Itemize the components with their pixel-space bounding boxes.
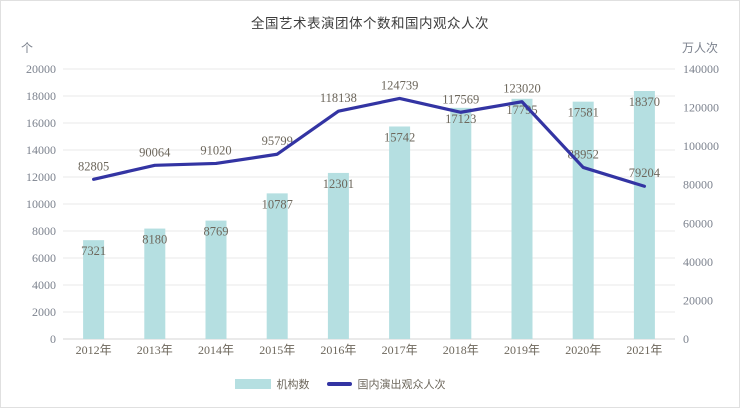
bar-2018年: [450, 107, 472, 339]
x-axis-tick-label: 2021年: [626, 343, 662, 357]
x-axis-tick-label: 2012年: [76, 343, 112, 357]
x-axis-tick-label: 2016年: [320, 343, 356, 357]
x-axis-tick-label: 2018年: [443, 343, 479, 357]
right-axis-tick-label: 140000: [683, 62, 719, 76]
bar-series-swatch-icon: [234, 379, 271, 389]
left-axis-tick-label: 10000: [26, 197, 56, 211]
x-axis-tick-label: 2017年: [382, 343, 418, 357]
bar-2014年: [205, 220, 227, 339]
line-value-label: 117569: [442, 92, 479, 106]
bar-value-label: 18370: [629, 95, 660, 109]
bar-value-label: 8769: [204, 225, 229, 239]
legend-item-bar-series: 机构数: [234, 376, 310, 392]
left-axis-tick-label: 2000: [32, 305, 56, 319]
bar-value-label: 7321: [81, 244, 106, 258]
x-axis-tick-label: 2013年: [137, 343, 173, 357]
bar-2020年: [572, 101, 594, 340]
right-axis-tick-label: 100000: [683, 139, 719, 153]
line-value-label: 91020: [200, 143, 231, 157]
line-value-label: 95799: [262, 134, 293, 148]
legend-item-line-series: 国内演出观众人次: [326, 376, 446, 392]
legend-label-line-series: 国内演出观众人次: [357, 379, 446, 391]
bar-value-label: 15742: [384, 130, 415, 144]
x-axis-tick-label: 2020年: [565, 343, 601, 357]
line-series-swatch-icon: [326, 382, 352, 386]
bar-2012年: [83, 240, 105, 339]
x-axis-tick-label: 2014年: [198, 343, 234, 357]
bar-2021年: [633, 91, 655, 339]
left-axis-tick-label: 16000: [26, 116, 56, 130]
right-axis-tick-label: 0: [683, 332, 689, 346]
left-axis-tick-label: 14000: [26, 143, 56, 157]
bar-2019年: [511, 98, 533, 339]
legend-label-bar-series: 机构数: [276, 379, 310, 391]
left-axis-tick-label: 12000: [26, 170, 56, 184]
bar-value-label: 12301: [323, 177, 354, 191]
bar-value-label: 17123: [445, 112, 476, 126]
right-axis-unit-label: 万人次: [681, 41, 718, 55]
x-axis-tick-label: 2019年: [504, 343, 540, 357]
bar-2017年: [389, 126, 411, 339]
bar-value-label: 17581: [568, 106, 599, 120]
line-value-label: 118138: [320, 91, 357, 105]
line-value-label: 90064: [139, 145, 171, 159]
line-value-label: 82805: [78, 159, 109, 173]
right-axis-tick-label: 40000: [683, 255, 713, 269]
left-axis-tick-label: 8000: [32, 224, 56, 238]
left-axis-tick-label: 18000: [26, 89, 56, 103]
left-axis-tick-label: 20000: [26, 62, 56, 76]
bar-value-label: 10787: [262, 197, 293, 211]
left-axis-tick-label: 6000: [32, 251, 56, 265]
line-value-label: 123020: [503, 82, 541, 96]
x-axis-tick-label: 2015年: [259, 343, 295, 357]
bar-value-label: 17795: [506, 103, 537, 117]
chart-legend: 机构数 国内演出观众人次: [1, 376, 709, 392]
audience-line-series: [91, 96, 647, 188]
right-axis-tick-label: 60000: [683, 216, 713, 230]
left-axis-unit-label: 个: [21, 41, 34, 55]
combo-chart-plot: 0 2000 4000 6000 8000 10000 12000 14000 16000 180…: [26, 62, 719, 357]
line-value-label: 79204: [629, 166, 661, 180]
right-axis-tick-label: 120000: [683, 101, 719, 115]
right-axis-tick-label: 20000: [683, 293, 713, 307]
right-axis-tick-label: 80000: [683, 178, 713, 192]
bar-2016年: [327, 172, 349, 339]
left-axis-tick-label: 4000: [32, 278, 56, 292]
bar-2015年: [266, 193, 288, 339]
bar-value-label: 8180: [142, 233, 167, 247]
chart-title: 全国艺术表演团体个数和国内观众人次: [251, 16, 489, 31]
bar-2013年: [144, 228, 166, 339]
left-axis-tick-label: 0: [50, 332, 56, 346]
line-value-label: 124739: [381, 78, 419, 92]
